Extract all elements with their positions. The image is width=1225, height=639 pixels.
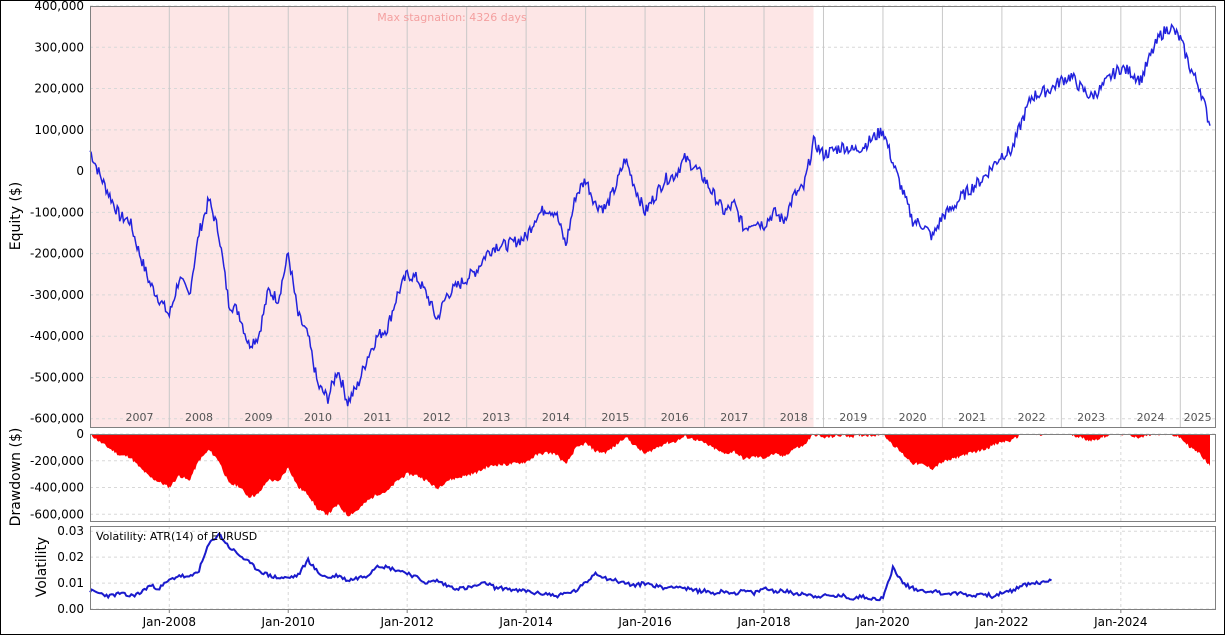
equity-y-tick-label: 400,000 [34,0,84,13]
volatility-y-tick-label: 0.00 [57,602,84,616]
equity-y-tick-label: -600,000 [30,412,84,426]
equity-y-tick-label: 100,000 [34,123,84,137]
equity-y-tick-label: -200,000 [30,247,84,261]
equity-y-axis-label: Equity ($) [8,182,24,251]
max-stagnation-label: Max stagnation: 4326 days [377,11,527,24]
volatility-x-tick-label: Jan-2012 [379,615,433,629]
volatility-y-tick-label: 0.03 [57,524,84,538]
volatility-x-tick-label: Jan-2022 [974,615,1028,629]
equity-y-tick-labels: 400,000 300,000 200,000 100,000 0 -100,000 -20… [30,0,84,426]
equity-year-gridlines [168,6,1181,427]
drawdown-series-area [90,434,1210,517]
equity-year-label: 2025 [1184,411,1212,424]
drawdown-y-tick-labels: 0 -200,000 -400,000 -600,000 [30,427,84,521]
equity-year-label: 2007 [126,411,154,424]
drawdown-plot-frame [90,434,1216,522]
max-stagnation-region [90,6,814,427]
equity-y-tick-label: -500,000 [30,370,84,384]
equity-y-tick-label: -400,000 [30,329,84,343]
equity-year-label: 2009 [245,411,273,424]
drawdown-y-tick-label: -400,000 [30,481,84,495]
drawdown-panel: 0 -200,000 -400,000 -600,000 Drawdown ($) [8,427,1216,526]
volatility-y-tick-label: 0.02 [57,550,84,564]
equity-series-line [89,22,1211,407]
drawdown-y-axis-label: Drawdown ($) [8,428,24,527]
equity-year-label: 2024 [1137,411,1165,424]
equity-year-labels: 2007 2008 2009 2010 2011 2012 2013 2014 2015 2016… [126,411,1212,424]
volatility-plot-frame [90,526,1216,610]
volatility-y-tick-label: 0.01 [57,576,84,590]
drawdown-y-tick-label: -600,000 [30,507,84,521]
equity-y-tick-label: 300,000 [34,40,84,54]
equity-year-label: 2011 [363,411,391,424]
equity-year-label: 2021 [958,411,986,424]
equity-year-label: 2023 [1077,411,1105,424]
equity-year-label: 2015 [601,411,629,424]
drawdown-y-tick-label: -200,000 [30,454,84,468]
equity-year-label: 2016 [661,411,689,424]
equity-year-label: 2013 [482,411,510,424]
equity-year-label: 2022 [1018,411,1046,424]
drawdown-y-tick-label: 0 [76,427,84,441]
volatility-series-line [89,532,1053,602]
volatility-x-tick-labels: Jan-2008 Jan-2010 Jan-2012 Jan-2014 Jan-2016… [142,609,1148,629]
equity-year-label: 2010 [304,411,332,424]
equity-plot-frame [90,6,1216,428]
equity-year-label: 2018 [780,411,808,424]
equity-year-label: 2020 [899,411,927,424]
volatility-y-tick-labels: 0.00 0.01 0.02 0.03 [57,524,84,616]
volatility-x-tick-label: Jan-2014 [498,615,552,629]
equity-grid [90,5,1215,420]
equity-year-label: 2019 [839,411,867,424]
volatility-x-tick-label: Jan-2010 [261,615,315,629]
equity-year-label: 2017 [720,411,748,424]
equity-y-tick-label: -300,000 [30,288,84,302]
volatility-x-tick-label: Jan-2016 [617,615,671,629]
volatility-x-tick-label: Jan-2024 [1093,615,1147,629]
volatility-x-tick-label: Jan-2008 [142,615,196,629]
equity-year-label: 2014 [542,411,570,424]
volatility-x-tick-label: Jan-2018 [736,615,790,629]
equity-year-label: 2012 [423,411,451,424]
volatility-panel: 0.00 0.01 0.02 0.03 Jan-2008 Jan-2010 Jan-201… [34,524,1216,629]
equity-y-tick-label: -100,000 [30,205,84,219]
volatility-x-tick-label: Jan-2020 [855,615,909,629]
volatility-annotation: Volatility: ATR(14) of EURUSD [96,530,257,543]
equity-y-tick-label: 0 [76,164,84,178]
equity-panel: 2007 2008 2009 2010 2011 2012 2013 2014 2015 2016… [8,0,1216,428]
volatility-y-axis-label: Volatility [34,537,50,597]
equity-year-label: 2008 [185,411,213,424]
equity-y-tick-label: 200,000 [34,82,84,96]
